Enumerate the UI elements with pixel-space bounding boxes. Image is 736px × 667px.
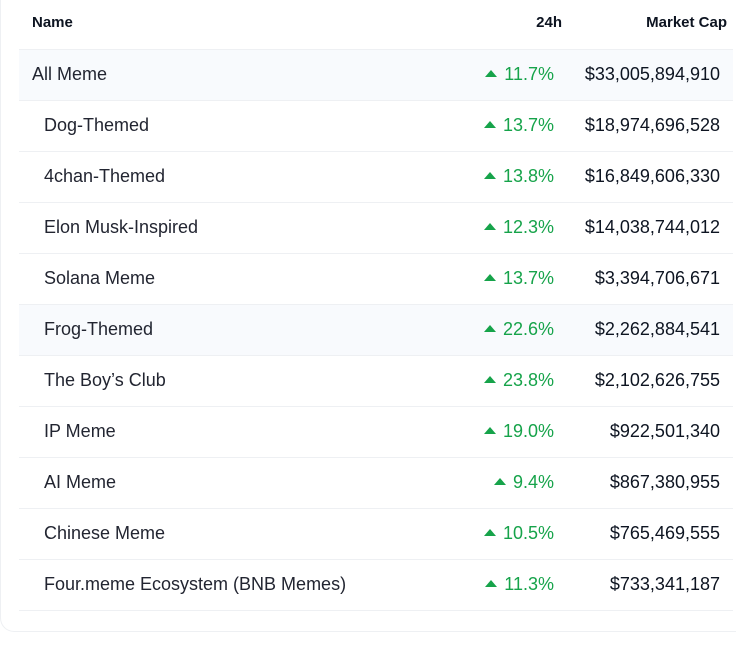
change-value: 9.4% xyxy=(512,472,554,492)
category-name[interactable]: Chinese Meme xyxy=(44,523,166,543)
caret-up-icon xyxy=(493,478,506,485)
change-value: 23.8% xyxy=(502,370,554,390)
change-value: 13.7% xyxy=(502,268,554,288)
change-value: 11.3% xyxy=(504,574,554,594)
table-row[interactable]: The Boy’s Club 23.8% $2,102,626,755 xyxy=(19,356,733,407)
change-24h: 11.3% xyxy=(485,574,554,595)
change-value: 19.0% xyxy=(502,421,554,441)
category-table-card: Name 24h Market Cap All Meme 11.7% $33,005… xyxy=(0,0,736,632)
market-cap-value: $33,005,894,910 xyxy=(584,64,720,84)
change-24h: 13.7% xyxy=(483,115,554,136)
change-24h: 11.7% xyxy=(485,64,554,85)
change-24h: 23.8% xyxy=(483,370,554,391)
table-row[interactable]: Elon Musk-Inspired 12.3% $14,038,744,012 xyxy=(19,203,733,254)
change-24h: 19.0% xyxy=(483,421,554,442)
table-row[interactable]: 4chan-Themed 13.8% $16,849,606,330 xyxy=(19,152,733,203)
column-header-name[interactable]: Name xyxy=(32,14,73,31)
market-cap-value: $3,394,706,671 xyxy=(594,268,720,288)
change-value: 13.8% xyxy=(502,166,554,186)
category-name[interactable]: Four.meme Ecosystem (BNB Memes) xyxy=(44,574,347,594)
caret-up-icon xyxy=(483,121,496,128)
table-row[interactable]: Dog-Themed 13.7% $18,974,696,528 xyxy=(19,101,733,152)
category-name[interactable]: Solana Meme xyxy=(44,268,156,288)
change-24h: 13.7% xyxy=(483,268,554,289)
caret-up-icon xyxy=(483,427,496,434)
category-name[interactable]: Elon Musk-Inspired xyxy=(44,217,199,237)
market-cap-value: $765,469,555 xyxy=(609,523,720,543)
category-name[interactable]: Frog-Themed xyxy=(44,319,154,339)
market-cap-value: $733,341,187 xyxy=(609,574,720,594)
category-name[interactable]: 4chan-Themed xyxy=(44,166,166,186)
category-name[interactable]: The Boy’s Club xyxy=(44,370,166,390)
change-24h: 10.5% xyxy=(483,523,554,544)
caret-up-icon xyxy=(483,325,496,332)
market-cap-value: $18,974,696,528 xyxy=(584,115,720,135)
table-body: All Meme 11.7% $33,005,894,910 Dog-Themed 13… xyxy=(19,50,733,611)
market-cap-value: $867,380,955 xyxy=(609,472,720,492)
category-name[interactable]: Dog-Themed xyxy=(44,115,150,135)
caret-up-icon xyxy=(483,529,496,536)
caret-up-icon xyxy=(483,274,496,281)
table-row[interactable]: AI Meme 9.4% $867,380,955 xyxy=(19,458,733,509)
market-cap-value: $16,849,606,330 xyxy=(584,166,720,186)
market-cap-value: $14,038,744,012 xyxy=(584,217,720,237)
category-name[interactable]: IP Meme xyxy=(44,421,116,441)
market-cap-value: $922,501,340 xyxy=(609,421,720,441)
change-value: 12.3% xyxy=(502,217,554,237)
caret-up-icon xyxy=(485,70,498,77)
caret-up-icon xyxy=(485,580,498,587)
table-row[interactable]: All Meme 11.7% $33,005,894,910 xyxy=(19,50,733,101)
category-name[interactable]: All Meme xyxy=(32,64,108,84)
caret-up-icon xyxy=(483,172,496,179)
caret-up-icon xyxy=(483,223,496,230)
market-cap-value: $2,102,626,755 xyxy=(594,370,720,390)
change-value: 11.7% xyxy=(504,64,554,84)
table-row[interactable]: IP Meme 19.0% $922,501,340 xyxy=(19,407,733,458)
change-24h: 12.3% xyxy=(483,217,554,238)
table-header: Name 24h Market Cap xyxy=(19,0,733,50)
table-row[interactable]: Solana Meme 13.7% $3,394,706,671 xyxy=(19,254,733,305)
caret-up-icon xyxy=(483,376,496,383)
change-24h: 9.4% xyxy=(493,472,554,493)
change-24h: 22.6% xyxy=(483,319,554,340)
table-row[interactable]: Chinese Meme 10.5% $765,469,555 xyxy=(19,509,733,560)
table-row[interactable]: Frog-Themed 22.6% $2,262,884,541 xyxy=(19,305,733,356)
change-value: 13.7% xyxy=(502,115,554,135)
change-24h: 13.8% xyxy=(483,166,554,187)
category-table: Name 24h Market Cap All Meme 11.7% $33,005… xyxy=(19,0,733,611)
category-name[interactable]: AI Meme xyxy=(44,472,117,492)
column-header-market-cap[interactable]: Market Cap xyxy=(646,14,727,31)
table-row[interactable]: Four.meme Ecosystem (BNB Memes) 11.3% $733… xyxy=(19,560,733,611)
change-value: 10.5% xyxy=(502,523,554,543)
market-cap-value: $2,262,884,541 xyxy=(594,319,720,339)
change-value: 22.6% xyxy=(502,319,554,339)
column-header-24h[interactable]: 24h xyxy=(536,14,562,31)
